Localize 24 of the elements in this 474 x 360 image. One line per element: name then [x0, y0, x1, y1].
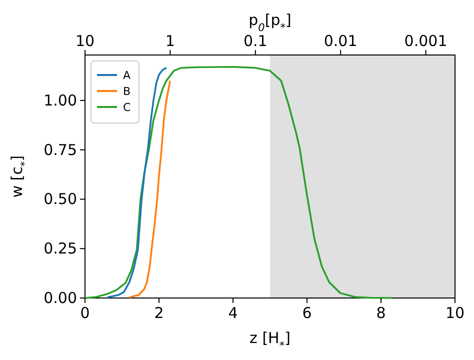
x2-tick-label: 0.01 [324, 32, 358, 50]
x2-axis-title: p$_{0}$[p$_{*}$] [248, 11, 292, 34]
x-tick-label: 4 [228, 304, 238, 322]
line-series [84, 66, 393, 299]
x-axis-title: z [H$_{*}$] [250, 329, 290, 352]
x-tick-label: 2 [154, 304, 164, 322]
line-series [128, 80, 171, 298]
x2-tick-label: 0.1 [243, 32, 268, 50]
x2-tick-label: 0.001 [404, 32, 448, 50]
x-tick-label: 10 [445, 304, 465, 322]
line-series [106, 66, 168, 298]
y-tick-label: 1.00 [44, 91, 77, 110]
legend-label: A [123, 69, 131, 82]
legend-label: C [123, 101, 131, 114]
x-tick-label: 8 [376, 304, 386, 322]
x2-tick-label: 10 [75, 32, 95, 50]
legend-label: B [123, 85, 131, 98]
y-tick-label: 0.25 [44, 240, 77, 258]
y-tick-label: 0.50 [44, 190, 77, 208]
x-tick-label: 6 [302, 304, 312, 322]
y-tick-label: 0.00 [44, 289, 77, 307]
x2-tick-label: 1 [165, 32, 175, 50]
y-tick-label: 0.75 [44, 140, 77, 159]
x-tick-label: 0 [80, 304, 90, 322]
